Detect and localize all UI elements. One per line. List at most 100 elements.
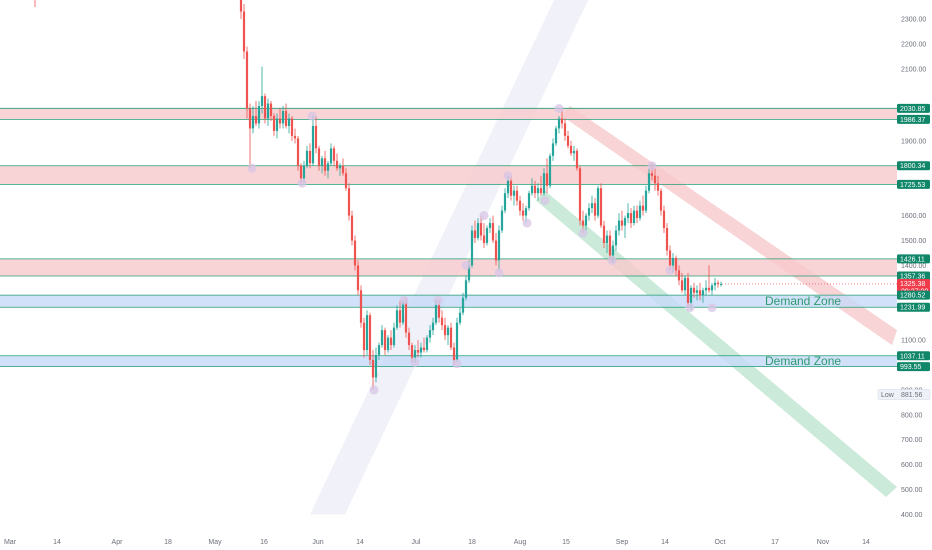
price-tag-value: 1037.11 — [900, 353, 925, 360]
x-tick-label: 18 — [164, 539, 172, 546]
candle-body — [353, 240, 357, 266]
candle-body — [656, 183, 660, 191]
candle-body — [245, 51, 249, 109]
candle-down — [347, 183, 351, 221]
candle-body — [641, 205, 645, 211]
candle-down — [635, 205, 639, 224]
candle-body — [473, 230, 477, 239]
candle-body — [470, 230, 474, 266]
candle-body — [434, 305, 438, 323]
pivot-marker — [665, 265, 675, 275]
candle-body — [278, 118, 282, 124]
candle-body — [680, 280, 684, 291]
channel-asc — [310, 0, 589, 515]
candle-body — [668, 250, 672, 266]
candle-up — [374, 347, 378, 383]
candle-body — [416, 350, 420, 353]
candle-down — [515, 185, 519, 206]
candle-down — [482, 223, 486, 248]
price-tag-value: 1426.11 — [900, 256, 925, 263]
candle-down — [473, 220, 477, 243]
candle-body — [506, 180, 510, 194]
candle-body — [692, 287, 696, 293]
candle-down — [284, 103, 288, 129]
pivot-marker-layer — [247, 104, 717, 395]
candle-body — [362, 322, 366, 351]
candle-body — [707, 287, 711, 291]
candle-up — [461, 292, 465, 316]
candle-down — [422, 337, 426, 353]
candle-body — [308, 150, 312, 164]
candle-up — [338, 163, 342, 176]
candle-body — [314, 125, 318, 149]
channel-desc_green — [536, 190, 897, 497]
candle-body — [698, 290, 702, 296]
candle-down — [407, 327, 411, 351]
candle-body — [461, 297, 465, 313]
pivot-marker — [685, 303, 695, 313]
candle-body — [593, 203, 597, 216]
price-tag-bg — [897, 290, 930, 300]
candle-body — [614, 230, 618, 246]
pivot-marker — [540, 196, 550, 206]
axis-layer: 2400.002300.002200.002100.001900.001600.… — [4, 17, 931, 546]
price-tag: 993.55 — [897, 362, 930, 372]
candle-body — [320, 158, 324, 166]
candle-up — [275, 113, 279, 139]
candle-up — [503, 188, 507, 214]
price-tag: 1800.34 — [897, 161, 930, 171]
candle-down — [680, 272, 684, 293]
candle-down — [353, 235, 357, 271]
candle-body — [365, 315, 369, 351]
candle-up — [572, 145, 576, 161]
candle-up — [530, 178, 534, 196]
candle-up — [554, 125, 558, 146]
candle-up — [386, 335, 390, 353]
candle-body — [662, 210, 666, 229]
candle-down — [398, 300, 402, 328]
candle-body — [701, 290, 705, 296]
price-tag-bg — [897, 351, 930, 361]
price-tag-bg — [897, 254, 930, 264]
candle-body — [530, 185, 534, 194]
candle-body — [596, 188, 600, 216]
candle-body — [650, 173, 654, 176]
candle-body — [407, 332, 411, 346]
candle-up — [476, 218, 480, 241]
candle-down — [566, 130, 570, 149]
y-tick-label: 800.00 — [901, 412, 923, 419]
candle-down — [509, 175, 513, 201]
x-tick-label: Nov — [817, 539, 830, 546]
candle-body — [347, 188, 351, 216]
candle-down — [593, 198, 597, 221]
candle-body — [536, 188, 540, 194]
candle-up — [695, 285, 699, 301]
candle-up — [464, 275, 468, 301]
candle-body — [518, 200, 522, 211]
candle-down — [389, 330, 393, 351]
price-tag: 1357.36 — [897, 271, 930, 281]
candle-body — [632, 210, 636, 224]
y-tick-label: 1900.00 — [901, 138, 926, 145]
candle-body — [476, 223, 480, 239]
price-tag-value: 1280.52 — [900, 293, 925, 300]
price-tag-value: 1800.34 — [900, 163, 925, 170]
supply-zone-1 — [0, 165, 897, 185]
candle-up — [419, 342, 423, 358]
candle-body — [350, 215, 354, 241]
candle-down — [440, 310, 444, 331]
candle-body — [335, 160, 339, 169]
candle-up — [719, 281, 723, 287]
candle-body — [284, 111, 288, 126]
candle-body — [716, 282, 720, 285]
candle-down — [308, 143, 312, 169]
candle-body — [659, 190, 663, 211]
candle-body — [485, 228, 489, 243]
candle-body — [299, 165, 303, 179]
candle-down — [692, 282, 696, 298]
candle-body — [374, 355, 378, 378]
candle-body — [719, 283, 723, 285]
candle-body — [575, 150, 579, 169]
candle-body — [554, 128, 558, 144]
